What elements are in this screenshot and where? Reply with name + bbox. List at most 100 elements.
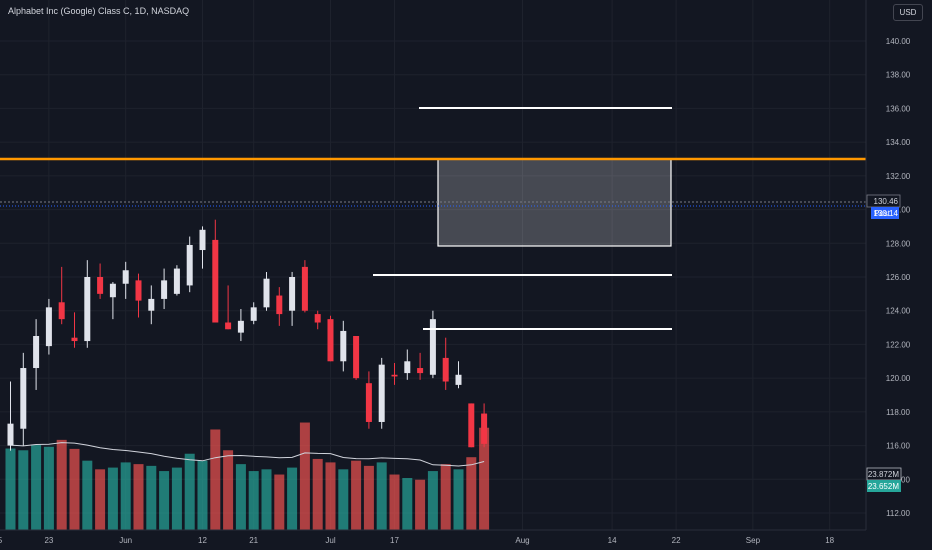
- volume-bar: [197, 460, 208, 530]
- candle-body: [301, 266, 308, 311]
- candle-body: [442, 357, 449, 382]
- candle-body: [417, 368, 424, 374]
- candle: [148, 285, 155, 325]
- volume-bar: [351, 460, 362, 530]
- candle: [404, 349, 411, 380]
- candle: [276, 287, 283, 326]
- candle-body: [45, 307, 52, 347]
- candle: [33, 319, 40, 390]
- candle-body: [33, 336, 40, 369]
- candle: [161, 268, 168, 310]
- candle: [186, 236, 193, 293]
- volume-bar: [363, 465, 374, 530]
- volume-tag: 23.652M: [867, 480, 901, 492]
- volume-ma-tag: 23.872M: [866, 467, 902, 481]
- candle: [173, 265, 180, 296]
- candle: [353, 336, 360, 380]
- y-tick-label: 124.00: [886, 307, 911, 316]
- y-tick-label: 112.00: [886, 509, 910, 518]
- y-tick-label: 128.00: [886, 239, 911, 248]
- candle-body: [250, 307, 257, 321]
- volume-bar: [274, 474, 285, 530]
- post-label: Post: [874, 209, 891, 218]
- candle: [391, 362, 398, 385]
- candle: [340, 320, 347, 372]
- volume-bar: [146, 465, 157, 530]
- candle: [455, 361, 462, 389]
- drawings[interactable]: [0, 107, 866, 330]
- candle-body: [404, 361, 411, 374]
- candle: [442, 337, 449, 390]
- candle: [225, 285, 232, 330]
- candle-body: [276, 295, 283, 315]
- candle: [468, 403, 475, 448]
- candle-body: [109, 283, 116, 298]
- candle: [429, 310, 436, 379]
- x-tick-label: Sep: [746, 536, 761, 545]
- candle-body: [455, 374, 462, 385]
- candle: [301, 260, 308, 313]
- volume-bar: [133, 464, 144, 530]
- candle: [84, 260, 91, 348]
- volume-bar: [248, 471, 259, 530]
- x-tick-label: 12: [198, 536, 207, 545]
- volume-bar: [479, 427, 490, 530]
- candle: [314, 310, 321, 330]
- y-tick-label: 120.00: [886, 374, 911, 383]
- candle-body: [468, 403, 475, 448]
- candle: [109, 282, 116, 320]
- candle-body: [97, 277, 104, 294]
- volume-bar: [210, 429, 221, 530]
- volume-bar: [95, 469, 106, 530]
- candle: [289, 271, 296, 326]
- x-tick-label: 15: [0, 536, 3, 545]
- time-axis[interactable]: 15 23 Jun 12 21 Jul 17 Aug 14 22 Sep 18: [0, 536, 835, 545]
- candle-body: [161, 280, 168, 299]
- volume-bar: [466, 457, 477, 530]
- volume-bar: [5, 448, 16, 530]
- volume-bar: [338, 469, 349, 530]
- candle-body: [20, 368, 27, 429]
- volume-bar: [389, 474, 400, 530]
- candle-body: [199, 229, 206, 251]
- price-axis[interactable]: 140.00138.00136.00134.00132.00130.00128.…: [886, 37, 911, 518]
- candle: [212, 219, 219, 323]
- candle-body: [481, 413, 488, 444]
- volume-moving-average: [10, 442, 485, 467]
- candle: [365, 371, 372, 429]
- volume-bar: [261, 469, 272, 530]
- candle-body: [378, 364, 385, 422]
- x-tick-label: 17: [390, 536, 399, 545]
- post-market-tag: Post 130.14: [871, 207, 899, 219]
- currency-button[interactable]: USD: [893, 4, 923, 21]
- candles: [7, 219, 488, 451]
- candle-body: [122, 270, 129, 284]
- volume-bar: [325, 462, 336, 530]
- volume-bar: [82, 460, 93, 530]
- x-tick-label: 14: [608, 536, 617, 545]
- candle: [7, 381, 14, 451]
- y-tick-label: 122.00: [886, 340, 911, 349]
- volume-bar: [287, 467, 298, 530]
- volume-bar: [235, 464, 246, 530]
- last-price-value: 130.46: [874, 197, 899, 206]
- volume-bar: [171, 467, 182, 530]
- candle-body: [84, 277, 91, 342]
- volume-bar: [184, 453, 195, 530]
- y-tick-label: 118.00: [886, 408, 910, 417]
- candle-body: [135, 280, 142, 301]
- volume-ma-value: 23.872M: [868, 470, 899, 479]
- candle-body: [314, 314, 321, 323]
- volume-bar: [312, 458, 323, 530]
- volume-bar: [18, 450, 29, 530]
- candle: [378, 357, 385, 429]
- candle-body: [289, 277, 296, 311]
- volume-bar: [43, 446, 54, 530]
- candle-body: [391, 374, 398, 377]
- volume-bar: [120, 462, 131, 530]
- x-tick-label: 23: [44, 536, 53, 545]
- candle-body: [429, 319, 436, 375]
- volume-value: 23.652M: [868, 482, 899, 491]
- y-tick-label: 126.00: [886, 273, 911, 282]
